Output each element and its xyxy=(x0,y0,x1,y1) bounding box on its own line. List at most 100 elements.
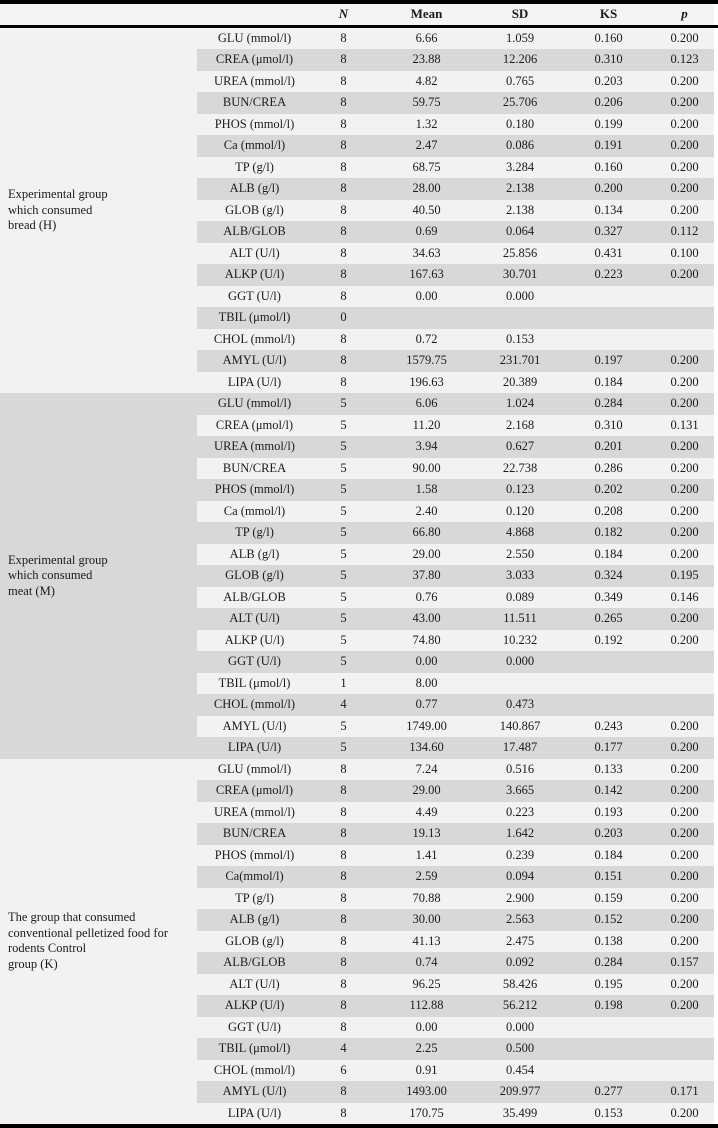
cell-sd: 56.212 xyxy=(502,998,538,1013)
table-row: AMYL (U/l) 5 1749.00 140.867 0.243 0.200 xyxy=(197,715,714,737)
table-row: GGT (U/l) 8 0.00 0.000 xyxy=(197,1016,714,1039)
cell-mean: 37.80 xyxy=(412,568,441,583)
cell-n: 8 xyxy=(340,224,347,239)
table-row: ALT (U/l) 5 43.00 11.511 0.265 0.200 xyxy=(197,608,714,630)
cell-sd: 2.138 xyxy=(505,181,535,196)
cell-mean: 1.58 xyxy=(415,482,438,497)
cell-mean: 2.25 xyxy=(415,1041,438,1056)
cell-ks: 0.193 xyxy=(594,804,623,819)
cell-ks xyxy=(562,673,655,695)
cell-sd: 3.284 xyxy=(505,159,535,174)
cell-n: 8 xyxy=(340,374,347,389)
cell-n: 4 xyxy=(340,1041,347,1056)
table-row: ALB/GLOB 8 0.74 0.092 0.284 0.157 xyxy=(197,952,714,974)
cell-parameter: ALB/GLOB xyxy=(223,224,286,239)
table-row: Ca (mmol/l) 8 2.47 0.086 0.191 0.200 xyxy=(197,135,714,157)
cell-mean: 43.00 xyxy=(412,611,441,626)
cell-n: 5 xyxy=(340,439,347,454)
group-label: Experimental group which consumed meat (… xyxy=(8,552,108,598)
table-row: ALT (U/l) 8 34.63 25.856 0.431 0.100 xyxy=(197,242,714,264)
cell-sd: 209.977 xyxy=(499,1084,541,1099)
cell-p: 0.131 xyxy=(670,417,699,432)
cell-parameter: TP (g/l) xyxy=(235,525,274,540)
cell-sd: 0.092 xyxy=(505,955,535,970)
cell-parameter: TP (g/l) xyxy=(235,890,274,905)
cell-p: 0.200 xyxy=(670,159,699,174)
cell-sd: 3.033 xyxy=(505,568,535,583)
table-row: LIPA (U/l) 8 170.75 35.499 0.153 0.200 xyxy=(197,1102,714,1124)
cell-ks: 0.184 xyxy=(594,546,623,561)
cell-ks: 0.277 xyxy=(594,1084,623,1099)
table-row: LIPA (U/l) 8 196.63 20.389 0.184 0.200 xyxy=(197,371,714,393)
cell-p: 0.171 xyxy=(670,1084,699,1099)
cell-p xyxy=(655,1017,714,1039)
cell-parameter: GGT (U/l) xyxy=(228,288,281,303)
cell-ks: 0.286 xyxy=(594,460,623,475)
cell-ks: 0.142 xyxy=(594,783,623,798)
group-rows: GLU (mmol/l) 8 6.66 1.059 0.160 0.200 CREA (μm… xyxy=(197,27,714,393)
cell-p: 0.123 xyxy=(670,52,699,67)
cell-p xyxy=(655,329,714,351)
cell-ks: 0.310 xyxy=(594,417,623,432)
cell-n: 5 xyxy=(340,718,347,733)
table-row: ALKP (U/l) 5 74.80 10.232 0.192 0.200 xyxy=(197,629,714,651)
table-row: UREA (mmol/l) 8 4.82 0.765 0.203 0.200 xyxy=(197,70,714,92)
cell-ks xyxy=(562,286,655,308)
cell-parameter: Ca (mmol/l) xyxy=(223,138,286,153)
table-row: ALB/GLOB 5 0.76 0.089 0.349 0.146 xyxy=(197,586,714,608)
table-row: PHOS (mmol/l) 5 1.58 0.123 0.202 0.200 xyxy=(197,479,714,501)
cell-n: 8 xyxy=(340,288,347,303)
table-top-border xyxy=(0,0,718,4)
cell-n: 8 xyxy=(340,138,347,153)
cell-n: 8 xyxy=(340,73,347,88)
cell-ks: 0.184 xyxy=(594,374,623,389)
cell-ks xyxy=(562,1017,655,1039)
cell-parameter: PHOS (mmol/l) xyxy=(214,482,295,497)
table-row: GLU (mmol/l) 8 6.66 1.059 0.160 0.200 xyxy=(197,27,714,49)
cell-sd xyxy=(478,673,562,695)
cell-mean: 134.60 xyxy=(409,740,444,755)
cell-sd: 0.120 xyxy=(505,503,535,518)
cell-mean: 112.88 xyxy=(409,998,444,1013)
cell-parameter: ALT (U/l) xyxy=(229,611,280,626)
cell-ks xyxy=(562,694,655,716)
cell-n: 5 xyxy=(340,632,347,647)
cell-n: 8 xyxy=(340,181,347,196)
cell-parameter: BUN/CREA xyxy=(222,95,287,110)
cell-sd: 4.868 xyxy=(505,525,535,540)
cell-n: 5 xyxy=(340,589,347,604)
cell-n: 8 xyxy=(340,998,347,1013)
cell-p: 0.100 xyxy=(670,245,699,260)
cell-sd: 2.550 xyxy=(505,546,535,561)
col-header-mean: Mean xyxy=(410,6,443,22)
cell-sd: 0.089 xyxy=(505,589,535,604)
cell-p: 0.200 xyxy=(670,998,699,1013)
cell-p: 0.200 xyxy=(670,847,699,862)
cell-ks: 0.243 xyxy=(594,718,623,733)
cell-sd: 0.123 xyxy=(505,482,535,497)
table-row: CHOL (mmol/l) 8 0.72 0.153 xyxy=(197,328,714,351)
cell-sd: 20.389 xyxy=(502,374,538,389)
cell-n: 8 xyxy=(340,890,347,905)
cell-p: 0.200 xyxy=(670,718,699,733)
cell-parameter: GLOB (g/l) xyxy=(225,202,284,217)
table-header-row: N Mean SD KS p xyxy=(0,3,714,26)
cell-sd: 3.665 xyxy=(505,783,535,798)
cell-parameter: AMYL (U/l) xyxy=(222,718,287,733)
col-header-sd: SD xyxy=(511,6,529,22)
cell-mean: 2.59 xyxy=(415,869,438,884)
col-header-p: p xyxy=(681,6,688,22)
cell-mean: 6.06 xyxy=(415,396,438,411)
cell-mean: 0.00 xyxy=(415,1019,438,1034)
cell-parameter: CHOL (mmol/l) xyxy=(213,697,296,712)
cell-sd: 0.000 xyxy=(505,1019,535,1034)
cell-parameter: ALB (g/l) xyxy=(229,912,280,927)
cell-n: 8 xyxy=(340,955,347,970)
cell-parameter: ALKP (U/l) xyxy=(224,632,285,647)
cell-n: 8 xyxy=(340,783,347,798)
table-row: PHOS (mmol/l) 8 1.41 0.239 0.184 0.200 xyxy=(197,844,714,866)
cell-ks: 0.152 xyxy=(594,912,623,927)
header-group-column-spacer xyxy=(0,4,197,26)
cell-parameter: LIPA (U/l) xyxy=(227,1105,282,1120)
cell-mean: 170.75 xyxy=(409,1105,444,1120)
